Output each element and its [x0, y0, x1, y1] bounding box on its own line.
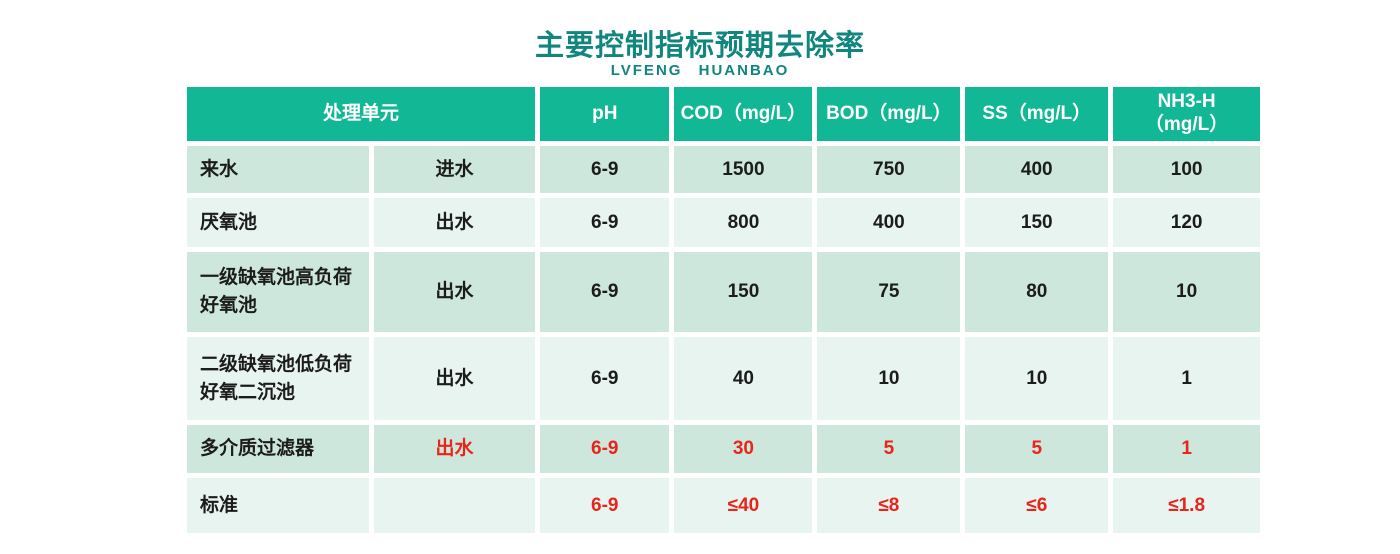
- ph-cell: 6-9: [540, 337, 670, 420]
- header-ss: SS（mg/L）: [965, 87, 1109, 141]
- flow-cell: 出水: [373, 252, 536, 332]
- header-cod: COD（mg/L）: [674, 87, 813, 141]
- row-label: 来水: [187, 146, 369, 193]
- ss-cell: 150: [965, 198, 1109, 247]
- cod-cell: 30: [674, 425, 813, 473]
- cod-cell: 1500: [674, 146, 813, 193]
- nh3-cell: 100: [1113, 146, 1260, 193]
- row-label: 二级缺氧池低负荷 好氧二沉池: [187, 337, 369, 420]
- ph-cell: 6-9: [540, 198, 670, 247]
- header-bod: BOD（mg/L）: [817, 87, 961, 141]
- nh3-cell: 10: [1113, 252, 1260, 332]
- bod-cell: ≤8: [817, 478, 961, 533]
- cod-cell: ≤40: [674, 478, 813, 533]
- ss-cell: ≤6: [965, 478, 1109, 533]
- header-nh3: NH3-H （mg/L）: [1113, 87, 1260, 141]
- flow-cell: 出水: [373, 425, 536, 473]
- page-title: 主要控制指标预期去除率: [534, 30, 865, 62]
- flow-cell: 出水: [373, 337, 536, 420]
- flow-cell: 出水: [373, 198, 536, 247]
- cod-cell: 800: [674, 198, 813, 247]
- bod-cell: 75: [817, 252, 961, 332]
- bod-cell: 400: [817, 198, 961, 247]
- ph-cell: 6-9: [540, 478, 670, 533]
- row-label: 厌氧池: [187, 198, 369, 247]
- nh3-cell: 120: [1113, 198, 1260, 247]
- indicators-table: 处理单元 pH COD（mg/L） BOD（mg/L） SS（mg/L） NH3…: [187, 87, 1260, 533]
- ss-cell: 80: [965, 252, 1109, 332]
- header-processing-unit: 处理单元: [187, 87, 536, 141]
- flow-cell: [373, 478, 536, 533]
- nh3-cell: ≤1.8: [1113, 478, 1260, 533]
- ph-cell: 6-9: [540, 146, 670, 193]
- bod-cell: 5: [817, 425, 961, 473]
- ss-cell: 10: [965, 337, 1109, 420]
- bod-cell: 750: [817, 146, 961, 193]
- page-subtitle: LVFENG HUANBAO: [610, 62, 790, 79]
- row-label: 一级缺氧池高负荷 好氧池: [187, 252, 369, 332]
- ph-cell: 6-9: [540, 425, 670, 473]
- bod-cell: 10: [817, 337, 961, 420]
- nh3-cell: 1: [1113, 425, 1260, 473]
- cod-cell: 40: [674, 337, 813, 420]
- ph-cell: 6-9: [540, 252, 670, 332]
- row-label: 标准: [187, 478, 369, 533]
- flow-cell: 进水: [373, 146, 536, 193]
- cod-cell: 150: [674, 252, 813, 332]
- ss-cell: 400: [965, 146, 1109, 193]
- header-ph: pH: [540, 87, 670, 141]
- nh3-cell: 1: [1113, 337, 1260, 420]
- row-label: 多介质过滤器: [187, 425, 369, 473]
- ss-cell: 5: [965, 425, 1109, 473]
